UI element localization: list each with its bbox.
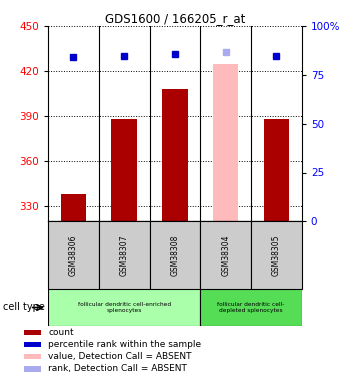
Bar — [61, 194, 86, 221]
Bar — [24, 366, 41, 372]
Bar — [150, 221, 200, 289]
Text: GSM38305: GSM38305 — [272, 234, 281, 276]
Text: rank, Detection Call = ABSENT: rank, Detection Call = ABSENT — [48, 364, 187, 374]
Bar — [48, 221, 99, 289]
Text: GSM38307: GSM38307 — [120, 234, 129, 276]
Text: GSM38306: GSM38306 — [69, 234, 78, 276]
Bar — [24, 354, 41, 359]
Title: GDS1600 / 166205_r_at: GDS1600 / 166205_r_at — [105, 12, 245, 25]
Text: GSM38304: GSM38304 — [221, 234, 230, 276]
Text: follicular dendritic cell-enriched
splenocytes: follicular dendritic cell-enriched splen… — [78, 302, 171, 313]
Bar — [162, 89, 188, 221]
Text: value, Detection Call = ABSENT: value, Detection Call = ABSENT — [48, 352, 191, 361]
Bar — [48, 289, 200, 326]
Bar — [24, 330, 41, 335]
Bar — [213, 64, 238, 221]
Bar — [200, 289, 302, 326]
Bar — [200, 221, 251, 289]
Bar — [24, 342, 41, 347]
Text: GSM38308: GSM38308 — [170, 234, 179, 276]
Bar — [264, 119, 289, 221]
Text: cell type: cell type — [3, 303, 45, 312]
Bar — [99, 221, 150, 289]
Text: count: count — [48, 328, 74, 337]
Text: percentile rank within the sample: percentile rank within the sample — [48, 340, 201, 349]
Bar — [251, 221, 302, 289]
Text: follicular dendritic cell-
depleted splenocytes: follicular dendritic cell- depleted sple… — [217, 302, 285, 313]
Bar — [111, 119, 137, 221]
